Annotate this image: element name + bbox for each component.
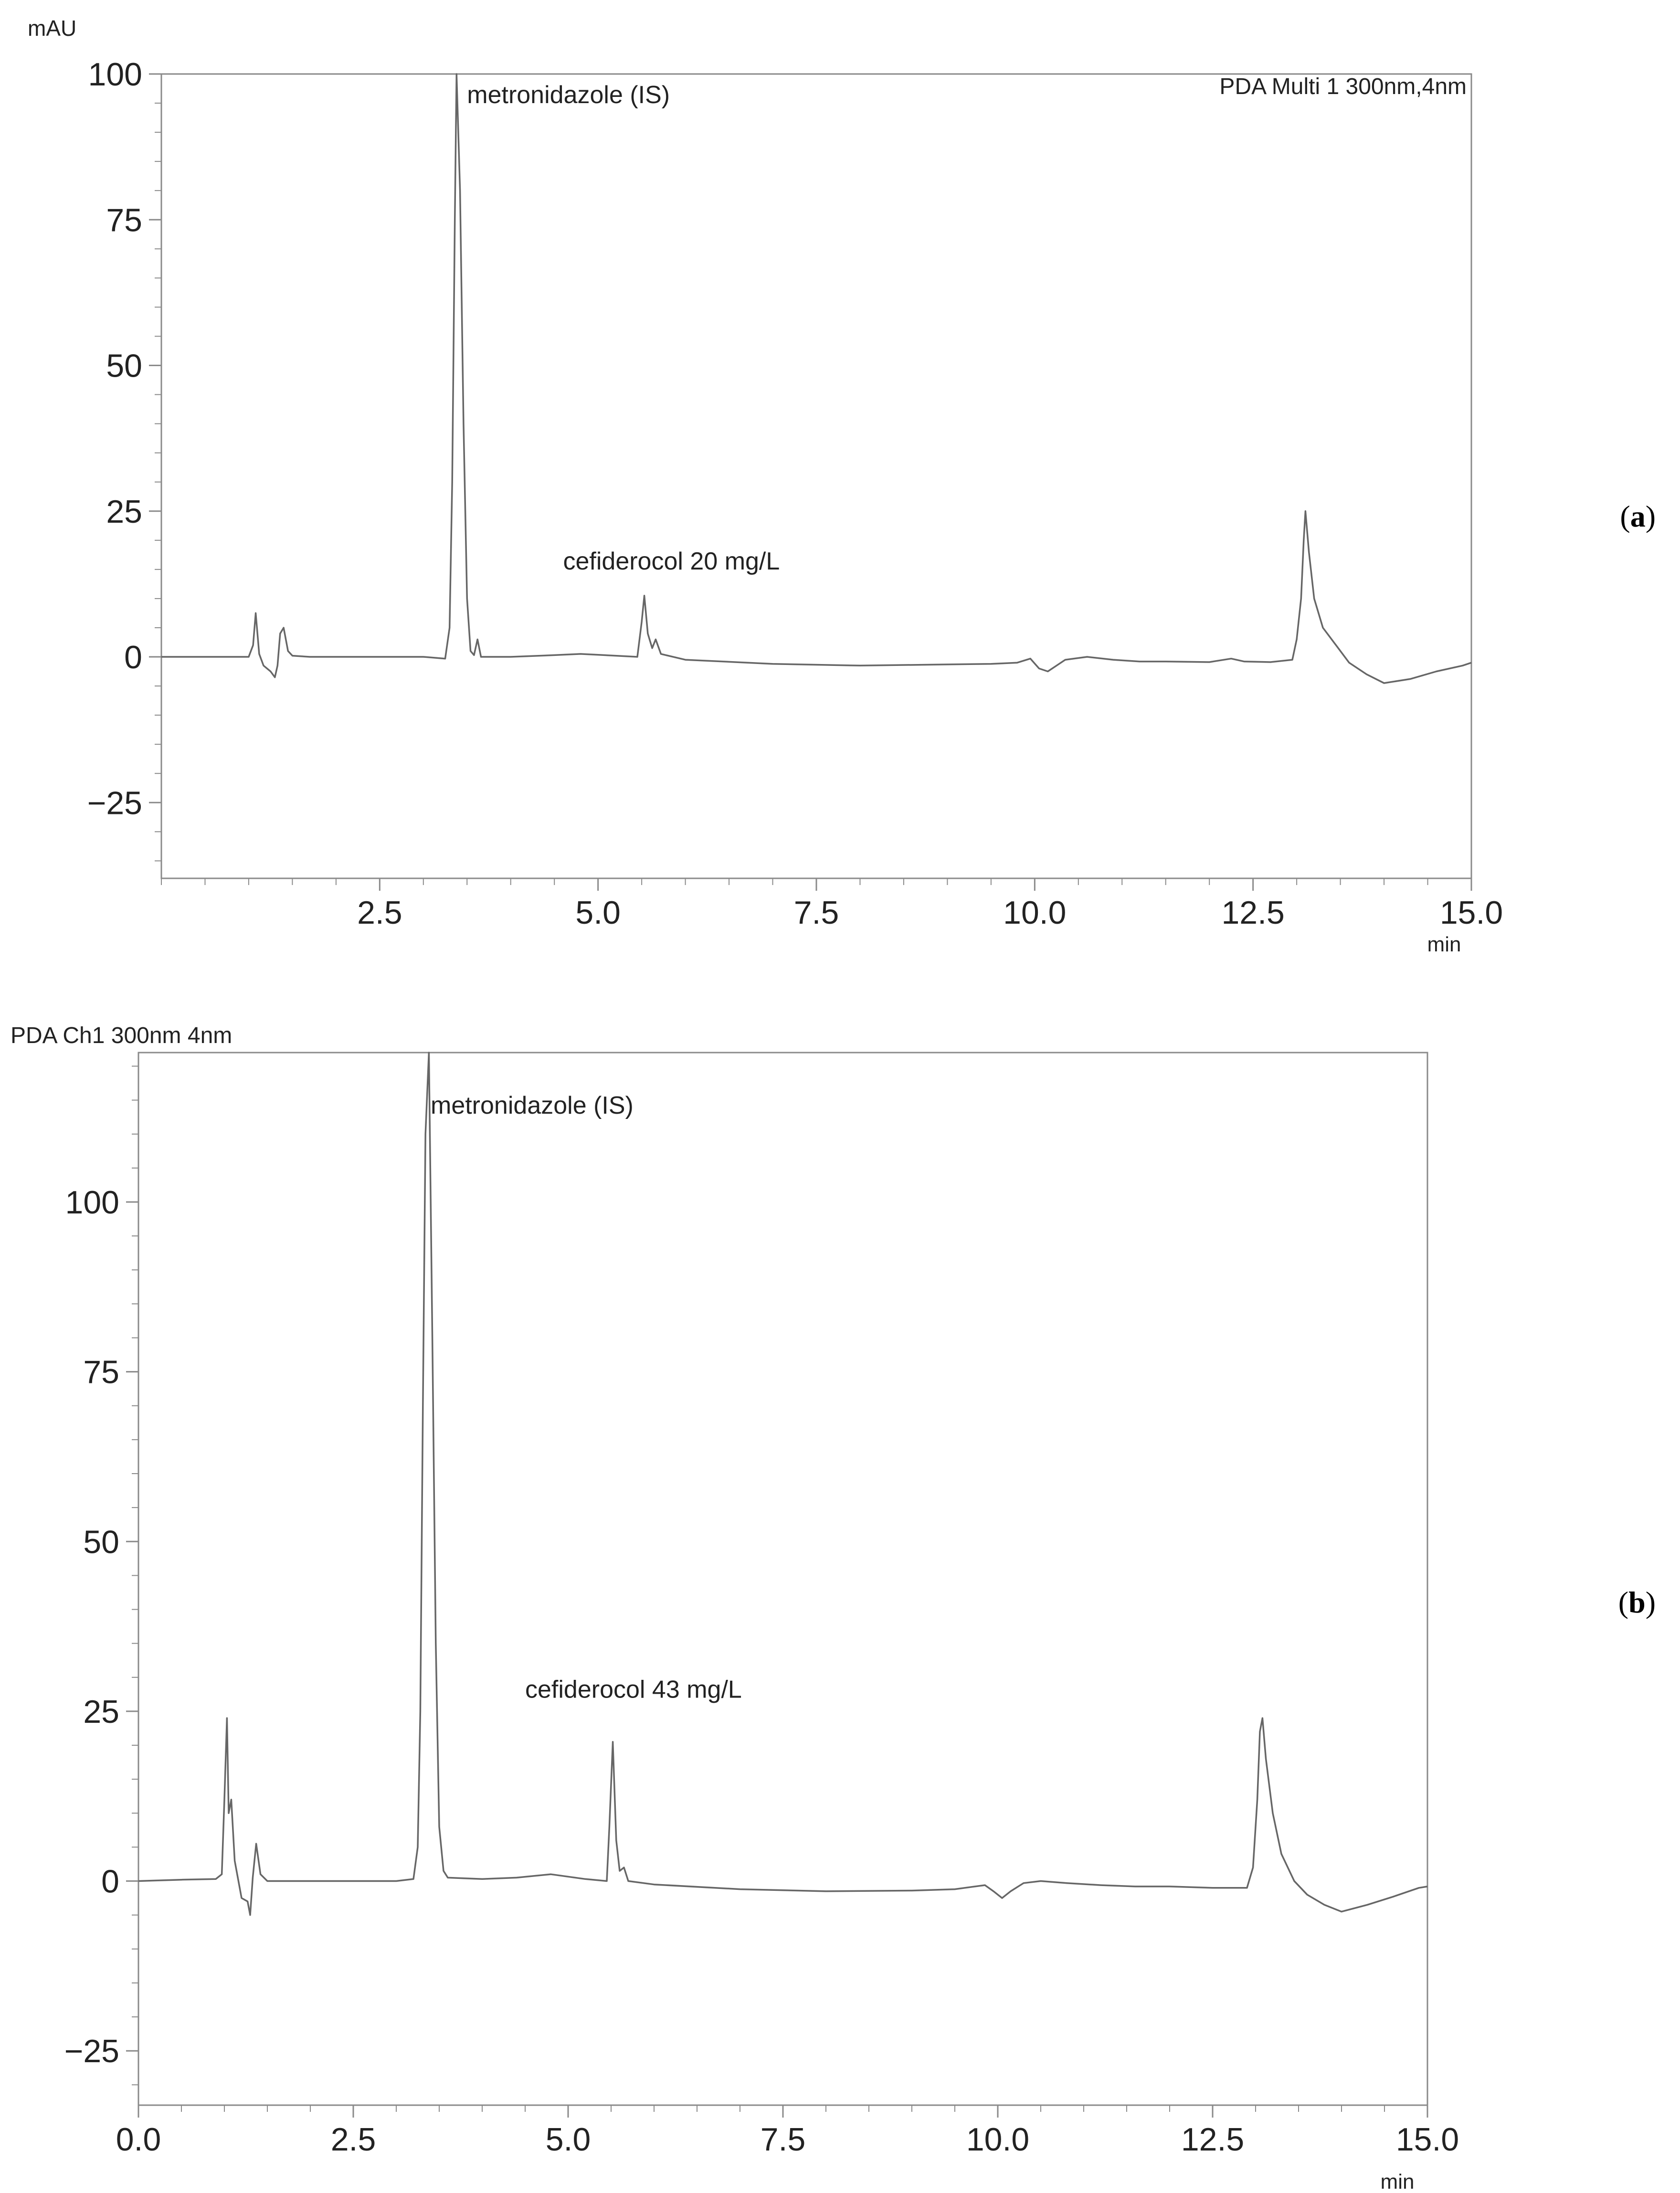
y-tick-label: 100 (65, 1184, 119, 1221)
y-tick-label: 50 (106, 348, 142, 384)
chromatogram-trace (161, 73, 1472, 684)
y-tick-label: −25 (87, 785, 142, 821)
y-tick-label: 25 (106, 494, 142, 530)
x-tick-label: 7.5 (761, 2121, 806, 2158)
panel-label-a: (a) (1620, 499, 1656, 533)
x-tick-label: 5.0 (546, 2121, 591, 2158)
plot-frame (160, 73, 1472, 879)
x-tick-label: 12.5 (1221, 895, 1284, 931)
x-tick-label: 15.0 (1396, 2121, 1459, 2158)
panel-letter-a: a (1630, 499, 1646, 533)
x-tick-label: 10.0 (1003, 895, 1066, 931)
x-tick-label: 10.0 (966, 2121, 1029, 2158)
chromatogram-panel-b: PDA Ch1 300nm 4nm min (b) 0.0 2.5 5.0 7.5 10… (11, 1023, 1656, 2193)
x-tick-label: 2.5 (357, 895, 402, 931)
x-unit-label: min (1427, 933, 1461, 956)
panel-label-b: (b) (1618, 1585, 1656, 1619)
y-tick-label: 0 (124, 639, 142, 675)
y-tick-label: 75 (83, 1354, 119, 1391)
peak-annotation: cefiderocol 43 mg/L (525, 1676, 742, 1703)
chromatogram-panel-a: mAU PDA Multi 1 300nm,4nm min (a) 2.5 5.0… (28, 16, 1656, 956)
x-unit-label: min (1381, 2170, 1415, 2193)
x-tick-label: 0.0 (116, 2121, 161, 2158)
channel-label: PDA Ch1 300nm 4nm (11, 1023, 232, 1048)
x-tick-label: 15.0 (1440, 895, 1503, 931)
peak-annotation: metronidazole (IS) (431, 1092, 634, 1119)
plot-frame (137, 1052, 1428, 2106)
y-tick-label: −25 (64, 2033, 119, 2069)
y-tick-label: 0 (101, 1864, 119, 1900)
y-axis-label: mAU (28, 16, 76, 41)
chromatogram-trace (138, 1052, 1428, 1916)
x-tick-label: 2.5 (331, 2121, 376, 2158)
y-tick-label: 50 (83, 1524, 119, 1560)
x-tick-label: 5.0 (575, 895, 621, 931)
channel-label: PDA Multi 1 300nm,4nm (1219, 74, 1467, 99)
y-tick-label: 25 (83, 1694, 119, 1730)
peak-annotation: cefiderocol 20 mg/L (563, 548, 780, 575)
x-tick-label: 12.5 (1181, 2121, 1244, 2158)
peak-annotation: metronidazole (IS) (467, 81, 670, 109)
y-tick-label: 75 (106, 202, 142, 238)
x-tick-label: 7.5 (794, 895, 839, 931)
y-tick-label: 100 (88, 56, 142, 93)
panel-letter-b: b (1628, 1585, 1646, 1619)
